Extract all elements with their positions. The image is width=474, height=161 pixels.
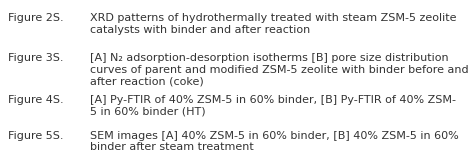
- Text: Figure 3S.: Figure 3S.: [8, 53, 64, 63]
- Text: Figure 4S.: Figure 4S.: [8, 95, 64, 105]
- Text: after reaction (coke): after reaction (coke): [90, 76, 204, 86]
- Text: [A] N₂ adsorption-desorption isotherms [B] pore size distribution: [A] N₂ adsorption-desorption isotherms […: [90, 53, 448, 63]
- Text: XRD patterns of hydrothermally treated with steam ZSM-5 zeolite: XRD patterns of hydrothermally treated w…: [90, 13, 456, 23]
- Text: curves of parent and modified ZSM-5 zeolite with binder before and: curves of parent and modified ZSM-5 zeol…: [90, 65, 469, 75]
- Text: catalysts with binder and after reaction: catalysts with binder and after reaction: [90, 24, 310, 34]
- Text: Figure 2S.: Figure 2S.: [8, 13, 64, 23]
- Text: SEM images [A] 40% ZSM-5 in 60% binder, [B] 40% ZSM-5 in 60%: SEM images [A] 40% ZSM-5 in 60% binder, …: [90, 131, 459, 141]
- Text: Figure 5S.: Figure 5S.: [8, 131, 64, 141]
- Text: [A] Py-FTIR of 40% ZSM-5 in 60% binder, [B] Py-FTIR of 40% ZSM-: [A] Py-FTIR of 40% ZSM-5 in 60% binder, …: [90, 95, 456, 105]
- Text: 5 in 60% binder (HT): 5 in 60% binder (HT): [90, 106, 206, 117]
- Text: binder after steam treatment: binder after steam treatment: [90, 142, 254, 152]
